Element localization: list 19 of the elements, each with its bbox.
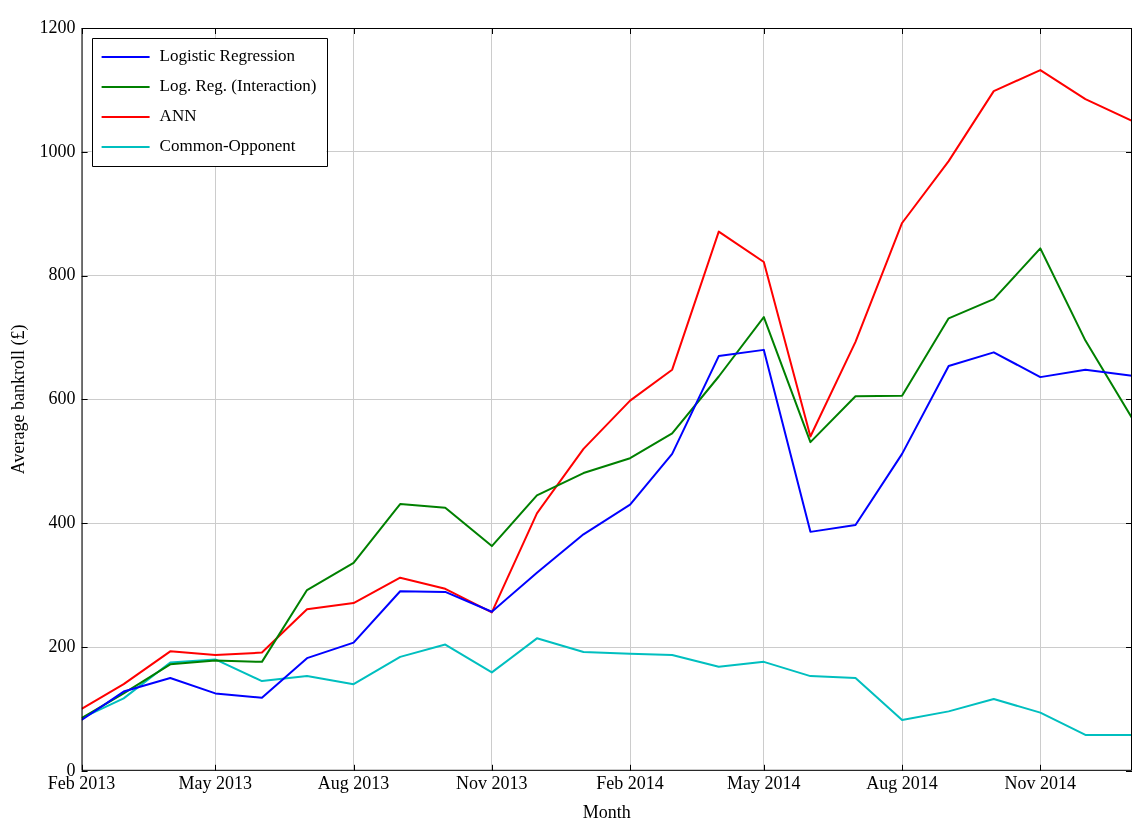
- x-tick-label: Aug 2013: [317, 773, 390, 794]
- y-tick-label: 200: [48, 635, 76, 656]
- y-tick-label: 1200: [39, 16, 76, 37]
- x-tick-label: Feb 2014: [596, 773, 664, 794]
- legend-label: Logistic Regression: [159, 46, 296, 66]
- y-tick-label: 600: [48, 388, 76, 409]
- x-axis-title: Month: [582, 801, 631, 822]
- legend-label: Common-Opponent: [159, 136, 296, 156]
- x-tick-label: Nov 2014: [1004, 773, 1077, 794]
- legend-label: Log. Reg. (Interaction): [159, 76, 317, 96]
- y-tick-label: 800: [48, 264, 76, 285]
- legend-label: ANN: [159, 106, 197, 126]
- y-tick-label: 1000: [39, 140, 76, 161]
- x-tick-label: Aug 2014: [866, 773, 938, 794]
- y-tick-label: 400: [48, 511, 76, 532]
- x-tick-label: May 2014: [727, 773, 801, 794]
- x-tick-label: Nov 2013: [456, 773, 528, 794]
- x-tick-label: May 2013: [178, 773, 253, 794]
- y-axis-title: Average bankroll (£): [7, 324, 29, 475]
